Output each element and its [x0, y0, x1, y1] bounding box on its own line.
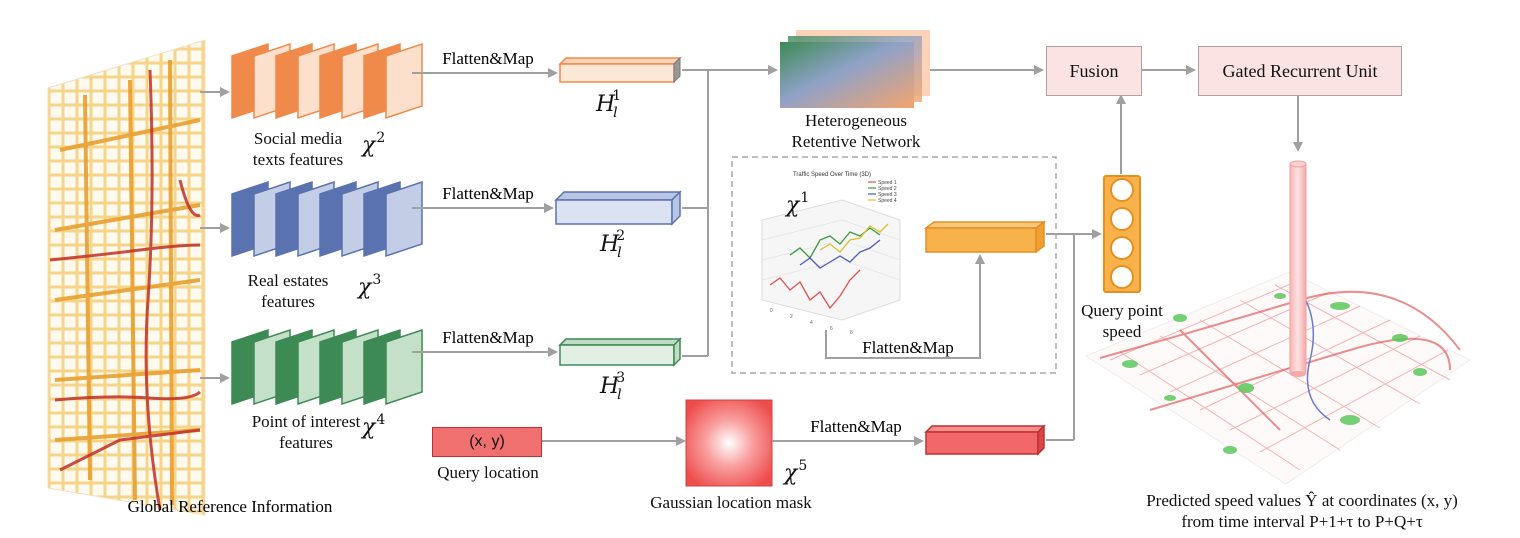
svg-text:0: 0	[770, 308, 773, 314]
flatten-map-label-2: Flatten&Map	[442, 184, 534, 203]
global-reference-map	[47, 39, 206, 516]
feature-slice	[385, 180, 423, 258]
prediction-caption-line2: from time interval P+1+τ to P+Q+τ	[1181, 512, 1423, 531]
location-embedding-bar	[924, 424, 1046, 456]
query-location-value: (x, y)	[469, 433, 505, 450]
query-point-speed-column	[1103, 175, 1141, 293]
legend-entry: Speed 2	[878, 186, 897, 192]
query-merge-lines	[1046, 233, 1075, 441]
feature-slice	[385, 328, 423, 406]
realestate-label: Real estates features	[228, 270, 348, 312]
h2-embedding-bar	[554, 190, 682, 226]
prediction-caption-line1: Predicted speed values Ŷ at coordinates …	[1146, 491, 1458, 510]
flatten-map-label-5: Flatten&Map	[810, 417, 902, 436]
poi-label: Point of interest features	[236, 411, 376, 453]
svg-text:4: 4	[810, 320, 813, 326]
fusion-box: Fusion	[1046, 46, 1142, 96]
gaussian-mask-square	[685, 399, 773, 487]
realestate-label-line1: Real estates	[247, 271, 329, 290]
real-estate-feature-stack	[231, 180, 423, 258]
svg-text:2: 2	[790, 314, 793, 320]
chi4-symbol: χ4	[362, 412, 386, 440]
flatten-map-label-4: Flatten&Map	[862, 338, 954, 357]
fusion-label: Fusion	[1069, 60, 1119, 81]
flatten-map-label-3: Flatten&Map	[442, 328, 534, 347]
h3-embedding-bar	[558, 337, 682, 367]
query-point-label-line2: speed	[1102, 322, 1142, 341]
chi1-symbol: χ1	[786, 190, 810, 218]
social-label-line1: Social media	[253, 129, 343, 148]
prediction-caption: Predicted speed values Ŷ at coordinates …	[1106, 490, 1498, 532]
poi-feature-stack	[231, 328, 423, 406]
query-location-label: Query location	[437, 463, 539, 482]
hrn-label: Heterogeneous Retentive Network	[776, 110, 936, 152]
global-ref-label: Global Reference Information	[128, 497, 333, 516]
hrn-stack	[780, 30, 930, 108]
query-location-box: (x, y)	[432, 427, 542, 457]
legend-entry: Speed 3	[878, 192, 897, 198]
svg-text:8: 8	[850, 330, 853, 336]
poi-label-line1: Point of interest	[251, 412, 361, 431]
h3-symbol: H3l	[600, 370, 626, 403]
chi3-symbol: χ3	[358, 272, 382, 300]
gru-label: Gated Recurrent Unit	[1222, 60, 1378, 81]
query-point-label-line1: Query point	[1081, 301, 1163, 320]
h1-symbol: H1l	[596, 88, 622, 121]
speed-chart-title: Traffic Speed Over Time (3D)	[793, 172, 871, 178]
chi2-symbol: χ2	[362, 130, 386, 158]
social-label: Social media texts features	[228, 128, 368, 170]
flatten-map-label-1: Flatten&Map	[442, 49, 534, 68]
prediction-pillar	[1289, 160, 1307, 377]
hrn-label-line1: Heterogeneous	[805, 111, 907, 130]
merge-lines	[682, 69, 709, 357]
query-point-label: Query point speed	[1074, 300, 1170, 342]
speed-chart-dashed-box	[731, 156, 1057, 374]
speed-3d-chart: Traffic Speed Over Time (3D) Speed 1Spee…	[761, 172, 901, 336]
speed-embedding-bar	[923, 220, 1047, 254]
hrn-label-line2: Retentive Network	[791, 132, 921, 151]
gru-box: Gated Recurrent Unit	[1198, 46, 1402, 96]
poi-label-line2: features	[279, 433, 333, 452]
legend-entry: Speed 4	[878, 198, 897, 204]
h2-symbol: H2l	[600, 228, 626, 261]
speed-flatten-loop	[825, 254, 985, 359]
feature-slice	[385, 42, 423, 120]
gaussian-label: Gaussian location mask	[650, 493, 812, 512]
realestate-label-line2: features	[261, 292, 315, 311]
social-label-line2: texts features	[252, 150, 344, 169]
svg-text:6: 6	[830, 326, 833, 332]
output-city-map	[1084, 271, 1471, 485]
social-media-feature-stack	[231, 42, 423, 120]
h1-embedding-bar	[558, 56, 682, 84]
chi5-symbol: χ5	[784, 458, 808, 486]
legend-entry: Speed 1	[878, 180, 897, 186]
